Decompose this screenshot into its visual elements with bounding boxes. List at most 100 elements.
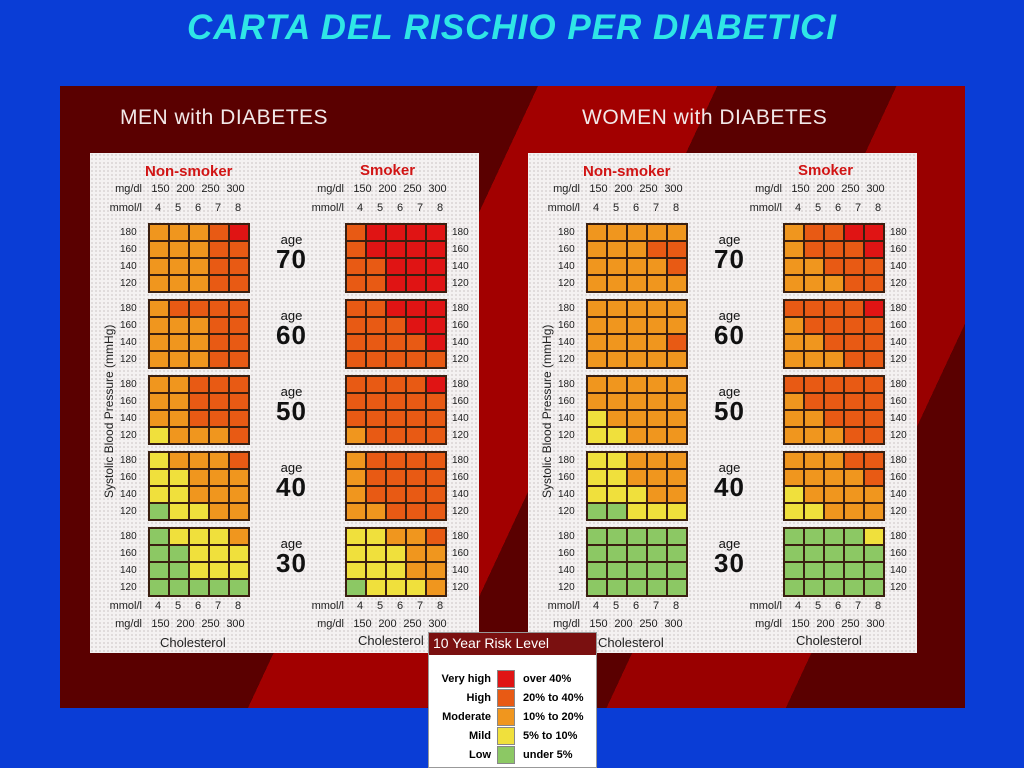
women-bp-tick: 120 bbox=[890, 430, 907, 441]
risk-cell bbox=[608, 563, 626, 578]
risk-cell bbox=[170, 529, 188, 544]
risk-cell bbox=[230, 563, 248, 578]
men-left-mgdl-top-unit: mg/dl bbox=[115, 183, 142, 195]
risk-cell bbox=[230, 470, 248, 485]
risk-cell bbox=[407, 529, 425, 544]
women-nonsmoker-grid-age-50 bbox=[586, 375, 688, 445]
risk-cell bbox=[865, 259, 883, 274]
risk-cell bbox=[608, 470, 626, 485]
risk-cell bbox=[230, 242, 248, 257]
risk-cell bbox=[150, 411, 168, 426]
legend-row: Low under 5% bbox=[429, 745, 596, 764]
risk-cell bbox=[407, 487, 425, 502]
risk-cell bbox=[648, 259, 666, 274]
men-bp-tick: 120 bbox=[452, 354, 469, 365]
risk-cell bbox=[190, 394, 208, 409]
men-bp-tick: 160 bbox=[452, 320, 469, 331]
risk-cell bbox=[628, 225, 646, 240]
women-bp-labels: 180 160 140 120 bbox=[558, 376, 575, 444]
age-value: 30 bbox=[714, 548, 745, 578]
men-nonsmoker-grid-age-30 bbox=[148, 527, 250, 597]
risk-cell bbox=[387, 487, 405, 502]
men-bp-tick: 140 bbox=[120, 565, 137, 576]
men-left-mgdl-top-ticks: 150 200 250 300 bbox=[148, 183, 248, 195]
women-left-mmol-top-tick: 7 bbox=[652, 202, 660, 214]
risk-cell bbox=[170, 546, 188, 561]
men-smoker-grid-age-40 bbox=[345, 451, 447, 521]
risk-cell bbox=[190, 453, 208, 468]
risk-cell bbox=[825, 225, 843, 240]
legend-row: Moderate 10% to 20% bbox=[429, 707, 596, 726]
risk-cell bbox=[825, 352, 843, 367]
legend-title: 10 Year Risk Level bbox=[429, 633, 596, 655]
risk-cell bbox=[387, 580, 405, 595]
risk-cell bbox=[210, 411, 228, 426]
men-left-mmol-top-unit: mmol/l bbox=[109, 202, 142, 214]
risk-cell bbox=[588, 470, 606, 485]
women-bp-tick: 180 bbox=[890, 531, 907, 542]
risk-cell bbox=[628, 580, 646, 595]
risk-cell bbox=[150, 546, 168, 561]
age-value: 70 bbox=[276, 244, 307, 274]
men-left-mmol-bottom-unit: mmol/l bbox=[109, 600, 142, 612]
risk-cell bbox=[865, 318, 883, 333]
men-age-40: age 40 bbox=[276, 461, 307, 500]
women-bp-tick: 120 bbox=[890, 354, 907, 365]
risk-cell bbox=[170, 377, 188, 392]
risk-cell bbox=[825, 470, 843, 485]
men-bp-tick: 160 bbox=[452, 548, 469, 559]
risk-cell bbox=[785, 301, 803, 316]
risk-cell bbox=[150, 301, 168, 316]
risk-cell bbox=[845, 580, 863, 595]
risk-cell bbox=[387, 470, 405, 485]
risk-cell bbox=[668, 453, 686, 468]
women-bp-tick: 120 bbox=[558, 582, 575, 593]
risk-cell bbox=[825, 563, 843, 578]
women-right-mgdl-bottom-tick: 250 bbox=[841, 618, 860, 630]
risk-cell bbox=[210, 318, 228, 333]
men-bp-tick: 180 bbox=[452, 531, 469, 542]
risk-cell bbox=[805, 546, 823, 561]
risk-cell bbox=[588, 377, 606, 392]
risk-cell bbox=[150, 470, 168, 485]
risk-cell bbox=[347, 453, 365, 468]
risk-cell bbox=[785, 242, 803, 257]
age-label: age bbox=[718, 232, 741, 247]
women-right-mgdl-top-ticks: 150 200 250 300 bbox=[788, 183, 888, 195]
risk-cell bbox=[825, 580, 843, 595]
risk-cell bbox=[588, 394, 606, 409]
men-right-mmol-top-tick: 6 bbox=[396, 202, 404, 214]
risk-cell bbox=[407, 546, 425, 561]
risk-cell bbox=[150, 580, 168, 595]
men-nonsmoker-grid-age-60 bbox=[148, 299, 250, 369]
risk-cell bbox=[648, 563, 666, 578]
risk-cell bbox=[805, 580, 823, 595]
risk-cell bbox=[347, 411, 365, 426]
age-label: age bbox=[718, 308, 741, 323]
risk-cell bbox=[668, 487, 686, 502]
risk-cell bbox=[668, 352, 686, 367]
men-bp-labels: 180 160 140 120 bbox=[452, 224, 469, 292]
risk-cell bbox=[150, 225, 168, 240]
risk-cell bbox=[845, 352, 863, 367]
risk-cell bbox=[608, 546, 626, 561]
risk-cell bbox=[347, 242, 365, 257]
risk-cell bbox=[190, 242, 208, 257]
risk-cell bbox=[825, 529, 843, 544]
risk-cell bbox=[367, 487, 385, 502]
risk-cell bbox=[210, 394, 228, 409]
age-value: 70 bbox=[714, 244, 745, 274]
risk-cell bbox=[865, 470, 883, 485]
risk-cell bbox=[367, 546, 385, 561]
women-left-mgdl-bottom-tick: 250 bbox=[639, 618, 658, 630]
men-bp-labels: 180 160 140 120 bbox=[120, 300, 137, 368]
men-right-mmol-bottom-tick: 7 bbox=[416, 600, 424, 612]
risk-cell bbox=[865, 411, 883, 426]
risk-cell bbox=[190, 301, 208, 316]
men-smoker-label: Smoker bbox=[360, 162, 416, 179]
risk-cell bbox=[170, 352, 188, 367]
risk-cell bbox=[427, 563, 445, 578]
risk-cell bbox=[648, 529, 666, 544]
men-bp-tick: 120 bbox=[452, 430, 469, 441]
